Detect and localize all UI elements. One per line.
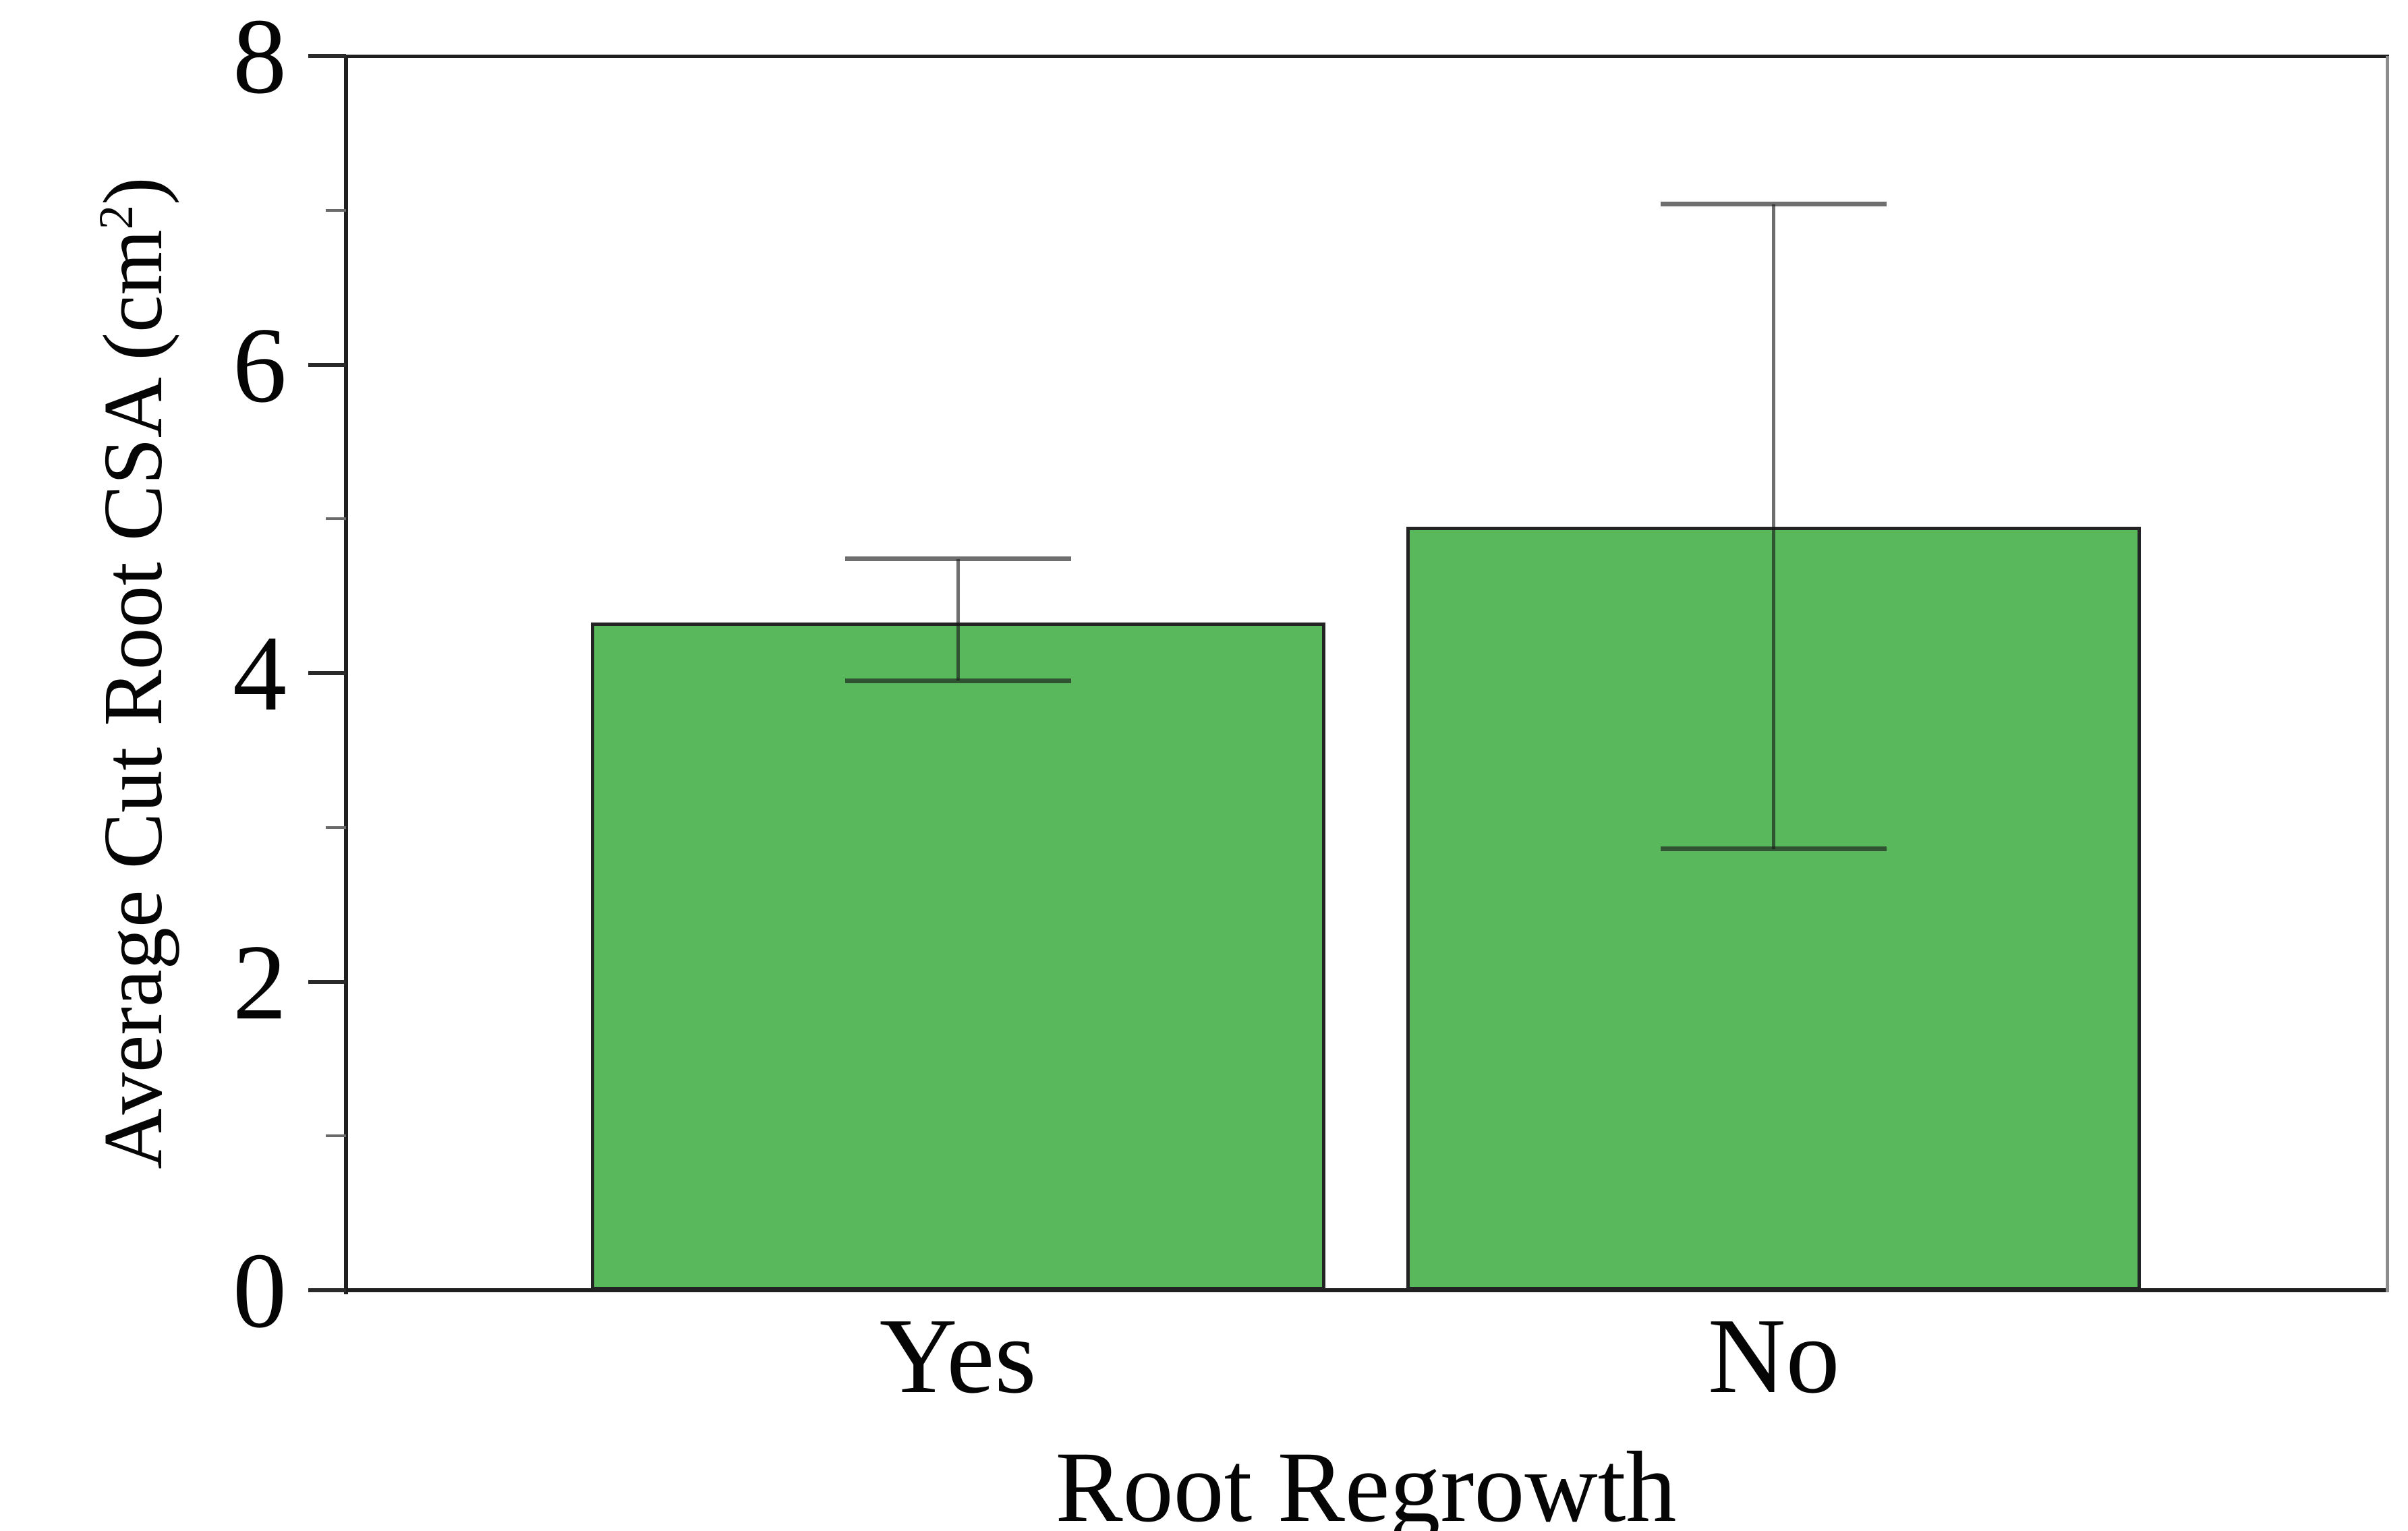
y-tick-label: 8 <box>233 0 287 116</box>
y-axis-title-superscript: 2 <box>88 205 144 230</box>
y-tick-label: 2 <box>233 921 287 1042</box>
top-spine <box>344 55 2389 58</box>
y-major-tick <box>308 1288 346 1292</box>
error-bar-cap-bottom-yes <box>844 678 1071 683</box>
bar-yes <box>590 622 1325 1290</box>
y-major-tick <box>308 362 346 367</box>
y-tick-label: 4 <box>233 613 287 733</box>
x-axis-title: Root Regrowth <box>1055 1431 1677 1531</box>
x-category-label-yes: Yes <box>879 1296 1037 1416</box>
y-axis-title-close-paren: ) <box>86 177 180 206</box>
y-minor-tick <box>326 517 346 521</box>
error-bar-cap-top-no <box>1661 202 1887 207</box>
y-major-tick <box>308 54 346 58</box>
x-category-label-no: No <box>1708 1296 1840 1416</box>
y-minor-tick <box>326 1134 346 1138</box>
x-axis-line <box>344 1288 2389 1292</box>
error-bar-cap-bottom-no <box>1661 846 1887 852</box>
y-tick-label: 6 <box>233 304 287 425</box>
y-axis-title: Average Cut Root CSA (cm2) <box>72 177 180 1169</box>
y-minor-tick <box>326 208 346 212</box>
y-tick-label: 0 <box>233 1230 287 1350</box>
error-bar-line-yes <box>956 558 960 681</box>
y-minor-tick <box>326 826 346 829</box>
y-major-tick <box>308 671 346 675</box>
right-spine <box>2386 56 2389 1292</box>
error-bar-cap-top-yes <box>844 556 1071 562</box>
y-axis-line <box>344 56 348 1294</box>
y-major-tick <box>308 979 346 984</box>
y-axis-title-text: Average Cut Root CSA (cm <box>86 229 180 1169</box>
error-bar-line-no <box>1772 204 1776 849</box>
